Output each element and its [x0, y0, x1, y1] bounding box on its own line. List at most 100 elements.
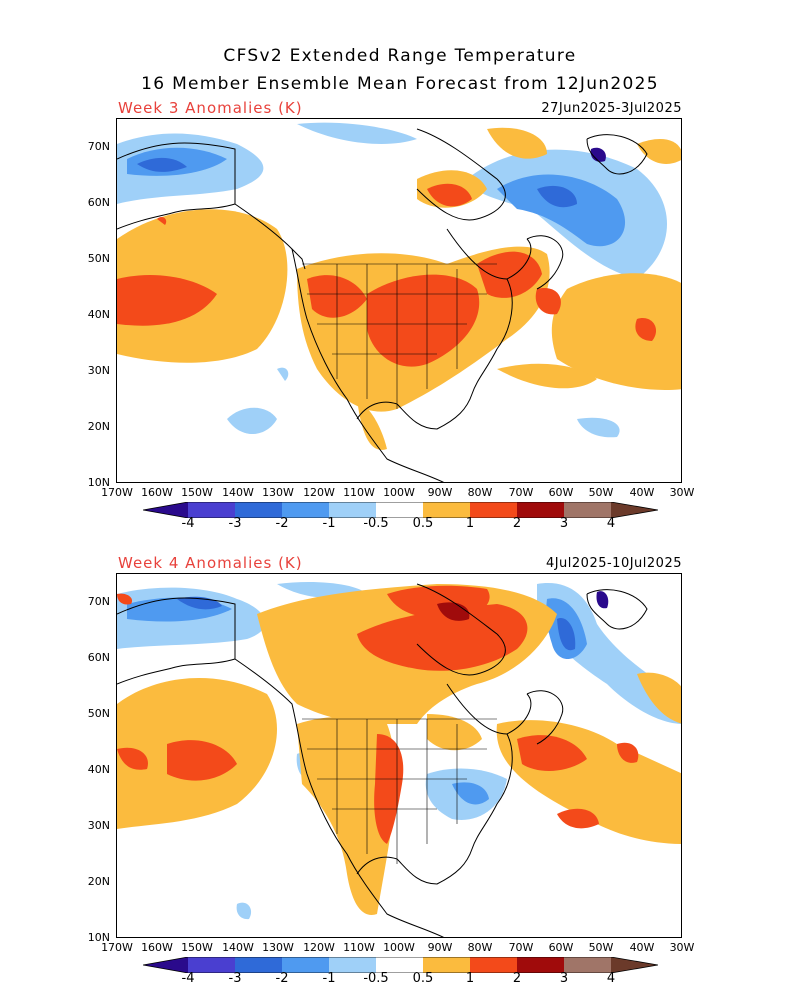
lat-tick-label: 70N [87, 140, 110, 153]
lat-tick-label: 10N [87, 931, 110, 944]
week3-colorbar: -4 -3 -2 -1 -0.5 0.5 1 2 3 4 [142, 501, 659, 536]
colorbar-swatch [329, 502, 376, 518]
colorbar-label: 0.5 [412, 971, 434, 986]
week4-state-borders [302, 718, 497, 864]
lat-tick-label: 70N [87, 595, 110, 608]
lat-tick-label: 50N [87, 252, 110, 265]
lat-tick-label: 60N [87, 196, 110, 209]
colorbar-swatch [564, 502, 611, 518]
week4-map [116, 573, 682, 938]
lon-tick-label: 110W [343, 486, 375, 499]
colorbar-swatches [142, 956, 659, 974]
week4-coastlines [117, 583, 648, 937]
colorbar-swatch [329, 957, 376, 973]
week3-date-range: 27Jun2025-3Jul2025 [541, 101, 682, 116]
week4-label: Week 4 Anomalies (K) [118, 554, 303, 572]
colorbar-swatch [611, 957, 658, 973]
lat-tick-label: 20N [87, 875, 110, 888]
colorbar-swatch [188, 502, 235, 518]
lat-tick-label: 50N [87, 707, 110, 720]
colorbar-label: 2 [512, 971, 522, 986]
colorbar-label: -3 [228, 516, 242, 531]
colorbar-swatch [143, 502, 188, 518]
colorbar-swatch [423, 957, 470, 973]
colorbar-swatch [282, 502, 329, 518]
colorbar-label: -2 [275, 516, 289, 531]
lon-tick-label: 50W [588, 486, 614, 499]
lat-tick-label: 60N [87, 651, 110, 664]
colorbar-swatch [517, 502, 564, 518]
colorbar-swatch [470, 957, 517, 973]
colorbar-swatch [376, 957, 423, 973]
week3-cool-anomalies [117, 122, 667, 438]
lon-tick-label: 130W [262, 941, 294, 954]
lon-tick-label: 40W [629, 941, 655, 954]
week3-state-borders [302, 263, 497, 409]
lat-tick-label: 30N [87, 819, 110, 832]
colorbar-label: -1 [322, 971, 336, 986]
colorbar-swatch [423, 502, 470, 518]
lon-tick-label: 150W [181, 941, 213, 954]
colorbar-swatch [517, 957, 564, 973]
lat-tick-label: 30N [87, 364, 110, 377]
lon-tick-label: 170W [101, 486, 133, 499]
lon-tick-label: 70W [508, 941, 534, 954]
lon-tick-label: 100W [383, 941, 415, 954]
colorbar-label: 4 [606, 516, 616, 531]
lon-tick-label: 60W [548, 941, 574, 954]
colorbar-label: -2 [275, 971, 289, 986]
lon-tick-label: 160W [141, 486, 173, 499]
lon-tick-label: 30W [669, 486, 695, 499]
lat-tick-label: 40N [87, 763, 110, 776]
colorbar-swatch [188, 957, 235, 973]
colorbar-label: -4 [181, 971, 195, 986]
week4-colorbar: -4 -3 -2 -1 -0.5 0.5 1 2 3 4 [142, 956, 659, 991]
lat-tick-label: 10N [87, 476, 110, 489]
colorbar-label: 1 [465, 971, 475, 986]
colorbar-label: 2 [512, 516, 522, 531]
week3-warm-anomalies [117, 127, 681, 450]
lon-tick-label: 100W [383, 486, 415, 499]
lon-tick-label: 80W [467, 486, 493, 499]
week4-warm-anomalies [117, 584, 681, 915]
colorbar-label: -4 [181, 516, 195, 531]
lon-tick-label: 120W [303, 941, 335, 954]
colorbar-label: 3 [559, 971, 569, 986]
chart-title-line1: CFSv2 Extended Range Temperature [223, 46, 577, 66]
lon-tick-label: 70W [508, 486, 534, 499]
week3-map [116, 118, 682, 483]
lon-tick-label: 50W [588, 941, 614, 954]
week3-label: Week 3 Anomalies (K) [118, 99, 303, 117]
colorbar-label: -0.5 [363, 516, 389, 531]
colorbar-swatches [142, 501, 659, 519]
lat-tick-label: 20N [87, 420, 110, 433]
colorbar-swatch [235, 502, 282, 518]
colorbar-label: -3 [228, 971, 242, 986]
lon-tick-label: 140W [222, 486, 254, 499]
lat-tick-label: 40N [87, 308, 110, 321]
lon-tick-label: 30W [669, 941, 695, 954]
week4-date-range: 4Jul2025-10Jul2025 [545, 556, 682, 571]
colorbar-swatch [235, 957, 282, 973]
colorbar-label: 1 [465, 516, 475, 531]
colorbar-swatch [282, 957, 329, 973]
lon-tick-label: 90W [427, 941, 453, 954]
week3-coastlines [117, 128, 648, 482]
lon-tick-label: 110W [343, 941, 375, 954]
chart-title-line2: 16 Member Ensemble Mean Forecast from 12… [141, 74, 659, 94]
colorbar-swatch [611, 502, 658, 518]
colorbar-swatch [470, 502, 517, 518]
colorbar-label: 4 [606, 971, 616, 986]
lon-tick-label: 170W [101, 941, 133, 954]
lon-tick-label: 120W [303, 486, 335, 499]
lon-tick-label: 130W [262, 486, 294, 499]
lon-tick-label: 90W [427, 486, 453, 499]
lon-tick-label: 40W [629, 486, 655, 499]
lon-tick-label: 60W [548, 486, 574, 499]
colorbar-swatch [564, 957, 611, 973]
colorbar-swatch [376, 502, 423, 518]
colorbar-label: -1 [322, 516, 336, 531]
lon-tick-label: 80W [467, 941, 493, 954]
lon-tick-label: 140W [222, 941, 254, 954]
colorbar-swatch [143, 957, 188, 973]
